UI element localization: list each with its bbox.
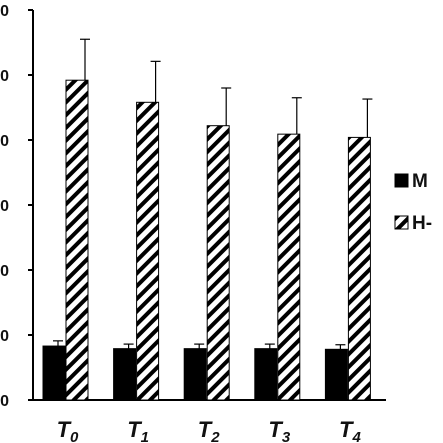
x-category-label-base: T xyxy=(198,417,213,442)
bar-hatched xyxy=(65,79,89,401)
x-category-label-subscript: 4 xyxy=(351,429,361,443)
bar-solid xyxy=(183,348,207,401)
x-category-label: T4 xyxy=(339,417,361,443)
y-tick-label: 0 xyxy=(0,328,9,345)
legend-label: H- xyxy=(412,213,432,234)
legend-label: M xyxy=(412,171,428,192)
x-category-label-subscript: 3 xyxy=(282,429,291,443)
x-category-label-subscript: 1 xyxy=(141,429,149,443)
y-tick-label: 0 xyxy=(0,263,9,280)
x-category-label-base: T xyxy=(127,417,142,442)
y-tick-label: 0 xyxy=(0,133,9,150)
bar-hatched xyxy=(347,136,371,401)
x-category-label: T3 xyxy=(268,417,290,443)
bar-hatched xyxy=(277,133,301,401)
bar-solid xyxy=(254,348,278,401)
bar-solid xyxy=(324,348,348,401)
x-category-label: T1 xyxy=(127,417,149,443)
legend-swatch-solid xyxy=(394,173,409,188)
x-category-label-subscript: 0 xyxy=(70,429,79,443)
legend: M H- xyxy=(394,171,432,234)
x-category-label-base: T xyxy=(57,417,72,442)
error-bars xyxy=(53,38,373,350)
y-tick-label: 0 xyxy=(0,3,9,20)
x-labels: T0 T1 T2 T3 T4 xyxy=(57,417,362,443)
bar-solid xyxy=(42,345,66,401)
x-category-label-base: T xyxy=(339,417,354,442)
y-tick-label: 0 xyxy=(0,393,9,410)
bar-solid xyxy=(113,348,137,401)
x-category-label: T0 xyxy=(57,417,79,443)
bar-hatched xyxy=(136,101,160,401)
legend-swatch-hatched xyxy=(394,215,409,230)
y-ticks: 0 0 0 0 0 0 0 xyxy=(0,3,33,410)
y-tick-label: 0 xyxy=(0,198,9,215)
bar-hatched xyxy=(206,125,230,401)
x-category-label-subscript: 2 xyxy=(210,429,220,443)
y-tick-label: 0 xyxy=(0,68,9,85)
x-category-label: T2 xyxy=(198,417,220,443)
x-category-label-base: T xyxy=(268,417,283,442)
bars xyxy=(42,79,371,401)
